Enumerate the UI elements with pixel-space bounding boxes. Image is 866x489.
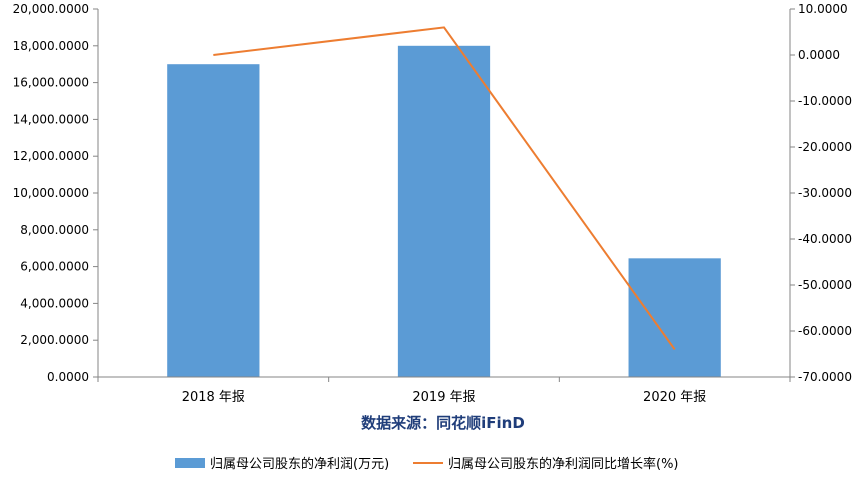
category-label: 2018 年报 [182, 390, 245, 405]
left-y-axis: 20,000.0000 18,000.0000 16,000.0000 14,000.… [13, 2, 99, 384]
category-label: 2019 年报 [412, 390, 475, 405]
right-tick-label: -70.0000 [798, 370, 852, 384]
bar-1 [167, 64, 260, 377]
left-tick-label: 20,000.0000 [13, 2, 89, 16]
right-tick-label: -30.0000 [798, 186, 852, 200]
legend-line-label: 归属母公司股东的净利润同比增长率(%) [448, 456, 679, 472]
left-tick-label: 6,000.0000 [20, 260, 89, 274]
line-series [213, 26, 676, 350]
left-tick-label: 10,000.0000 [13, 186, 89, 200]
left-tick-label: 14,000.0000 [13, 112, 89, 126]
category-label: 2020 年报 [643, 390, 706, 405]
left-tick-label: 2,000.0000 [20, 333, 89, 347]
legend-bar-swatch [175, 458, 205, 468]
growth-rate-line [213, 26, 676, 350]
right-tick-label: 10.0000 [798, 2, 848, 16]
left-tick-label: 0.0000 [47, 370, 89, 384]
left-tick-label: 4,000.0000 [20, 296, 89, 310]
right-tick-label: -20.0000 [798, 140, 852, 154]
right-y-axis: 10.0000 0.0000 -10.0000 -20.0000 -30.0000 -40… [789, 2, 852, 384]
bar-series [167, 45, 721, 378]
legend-bar-label: 归属母公司股东的净利润(万元) [210, 456, 389, 472]
legend: 归属母公司股东的净利润(万元) 归属母公司股东的净利润同比增长率(%) [175, 456, 679, 472]
x-axis: 2018 年报 2019 年报 2020 年报 [97, 376, 791, 405]
bar-3 [628, 258, 721, 377]
left-tick-label: 12,000.0000 [13, 149, 89, 163]
left-tick-label: 18,000.0000 [13, 39, 89, 53]
left-tick-label: 8,000.0000 [20, 223, 89, 237]
data-source-annotation: 数据来源：同花顺iFinD [361, 414, 525, 432]
right-tick-label: -10.0000 [798, 94, 852, 108]
right-tick-label: -40.0000 [798, 232, 852, 246]
left-tick-label: 16,000.0000 [13, 76, 89, 90]
right-tick-label: -50.0000 [798, 278, 852, 292]
right-tick-label: 0.0000 [798, 48, 840, 62]
bar-2 [397, 45, 491, 378]
right-tick-label: -60.0000 [798, 324, 852, 338]
